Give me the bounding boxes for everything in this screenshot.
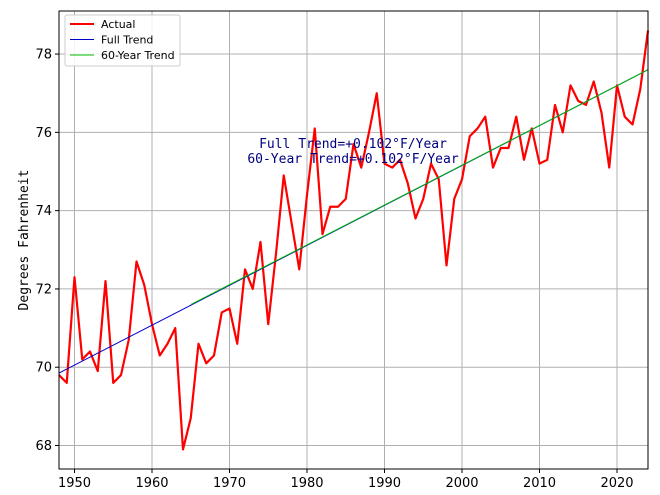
series-line-60-year-trend bbox=[190, 69, 649, 306]
annotation-line-full-trend: Full Trend=+0.102°F/Year bbox=[259, 137, 447, 152]
y-tick-label-76: 76 bbox=[35, 126, 52, 141]
y-axis-label: Degrees Fahrenheit bbox=[17, 170, 32, 311]
x-tick-label-1980: 1980 bbox=[290, 476, 323, 491]
series-group bbox=[58, 30, 650, 451]
legend-box bbox=[64, 14, 181, 67]
x-tick-label-1960: 1960 bbox=[135, 476, 168, 491]
legend-entry-actual: Actual bbox=[101, 18, 135, 31]
y-tick-label-72: 72 bbox=[35, 282, 52, 297]
y-tick-label-70: 70 bbox=[35, 361, 52, 376]
x-tick-label-1950: 1950 bbox=[58, 476, 91, 491]
ticks: 1950 1960 1970 1980 1990 2000 2010 2020 68 70 72 74… bbox=[35, 48, 633, 491]
y-tick-label-74: 74 bbox=[35, 204, 52, 219]
annotation-line-60-year-trend: 60-Year Trend=+0.102°F/Year bbox=[247, 152, 458, 167]
trend-annotation: Full Trend=+0.102°F/Year 60-Year Trend=+… bbox=[247, 137, 458, 167]
legend-entry-full-trend: Full Trend bbox=[101, 34, 153, 47]
x-tick-label-2000: 2000 bbox=[445, 476, 478, 491]
grid bbox=[59, 11, 648, 469]
legend-entry-60-year-trend: 60-Year Trend bbox=[101, 49, 175, 62]
legend: Actual Full Trend 60-Year Trend bbox=[64, 14, 181, 67]
x-tick-label-2010: 2010 bbox=[523, 476, 556, 491]
x-tick-label-2020: 2020 bbox=[600, 476, 633, 491]
x-tick-label-1990: 1990 bbox=[368, 476, 401, 491]
series-line-actual bbox=[58, 30, 650, 451]
x-tick-label-1970: 1970 bbox=[213, 476, 246, 491]
plot-frame bbox=[58, 10, 649, 470]
y-tick-label-78: 78 bbox=[35, 48, 52, 63]
y-tick-label-68: 68 bbox=[35, 439, 52, 454]
